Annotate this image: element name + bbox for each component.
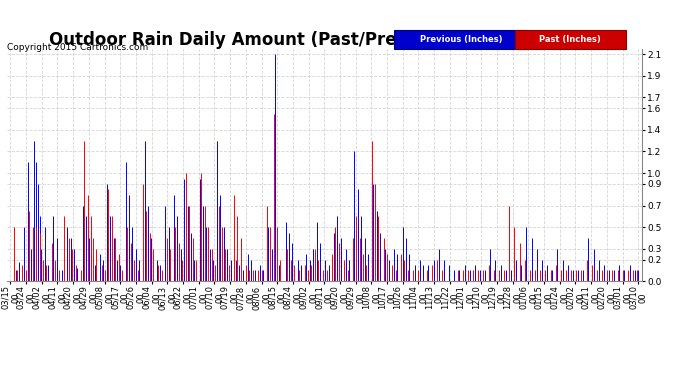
FancyBboxPatch shape (394, 30, 527, 49)
Title: Outdoor Rain Daily Amount (Past/Previous Year) 20150315: Outdoor Rain Daily Amount (Past/Previous… (50, 31, 599, 49)
Text: Past (Inches): Past (Inches) (540, 35, 601, 44)
FancyBboxPatch shape (515, 30, 626, 49)
Text: Previous (Inches): Previous (Inches) (420, 35, 502, 44)
Text: Copyright 2015 Cartronics.com: Copyright 2015 Cartronics.com (7, 43, 148, 52)
